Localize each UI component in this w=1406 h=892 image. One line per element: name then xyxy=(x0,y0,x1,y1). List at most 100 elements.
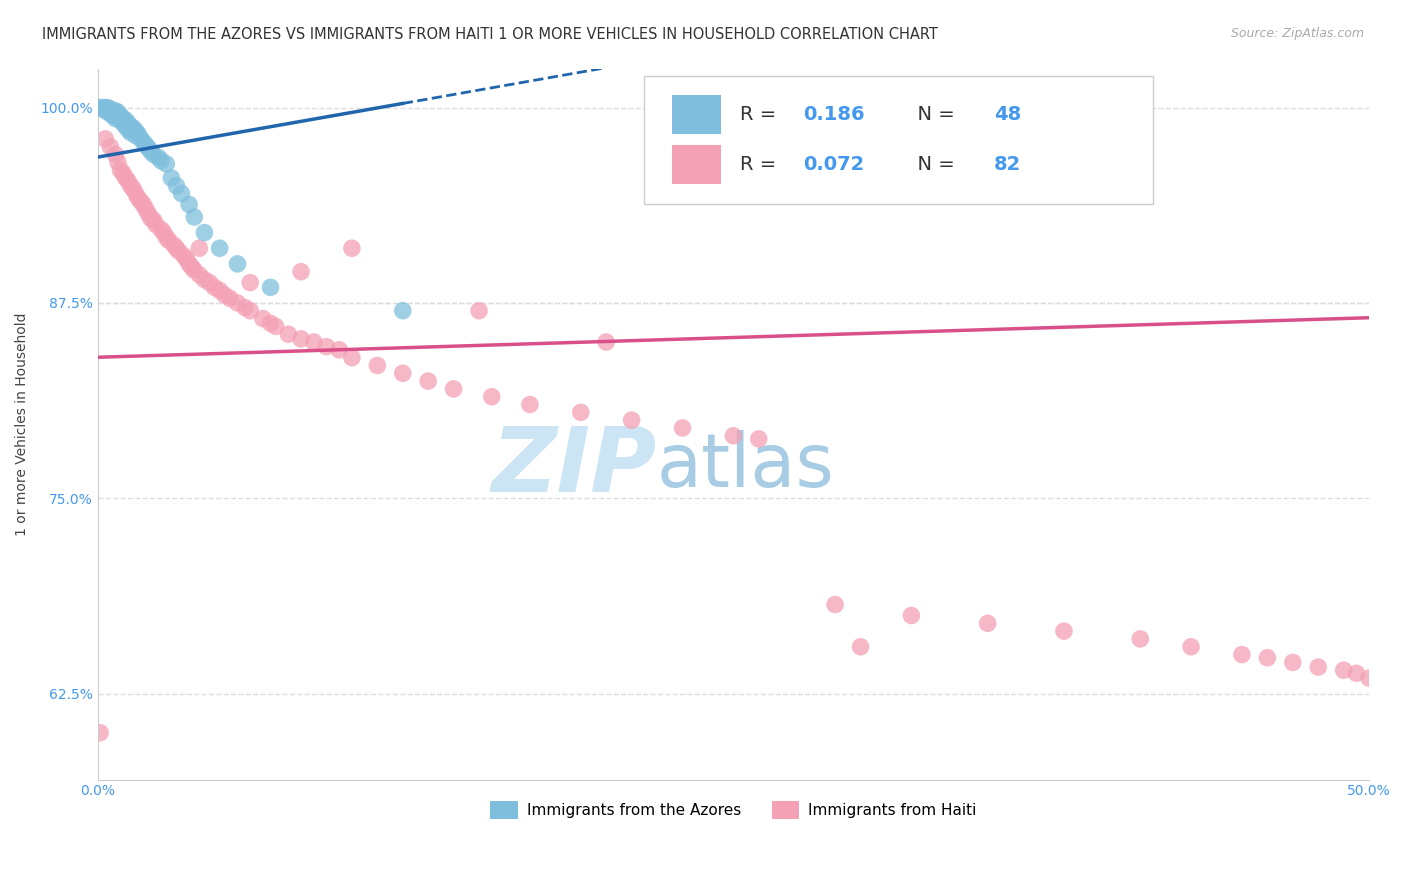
Point xyxy=(193,272,215,286)
Point xyxy=(208,241,231,255)
Point xyxy=(135,138,157,153)
Text: R =: R = xyxy=(740,155,782,174)
Point xyxy=(127,127,149,141)
Point xyxy=(824,598,846,612)
Point xyxy=(204,280,226,294)
Point xyxy=(107,110,129,124)
Text: R =: R = xyxy=(740,105,782,124)
Point xyxy=(519,398,541,412)
Point xyxy=(101,108,124,122)
Point xyxy=(179,197,201,211)
Point xyxy=(125,128,148,143)
Point xyxy=(259,316,281,330)
Point xyxy=(302,334,325,349)
Point xyxy=(188,268,211,282)
Point xyxy=(155,230,177,244)
Point xyxy=(226,257,249,271)
Point xyxy=(340,241,363,255)
Point xyxy=(94,103,117,118)
Point xyxy=(239,276,262,290)
Text: Source: ZipAtlas.com: Source: ZipAtlas.com xyxy=(1230,27,1364,40)
Point xyxy=(569,405,592,419)
Point xyxy=(112,166,135,180)
Point xyxy=(122,120,145,135)
Point xyxy=(138,207,160,221)
Point xyxy=(112,112,135,126)
Point xyxy=(620,413,643,427)
Point xyxy=(183,210,205,224)
Point xyxy=(180,260,202,274)
Point xyxy=(290,332,312,346)
Text: 0.186: 0.186 xyxy=(803,105,865,124)
Point xyxy=(976,616,998,631)
Point xyxy=(117,174,139,188)
Point xyxy=(748,432,770,446)
Point xyxy=(418,374,440,388)
Point xyxy=(129,194,152,209)
Point xyxy=(98,139,121,153)
Point xyxy=(239,303,262,318)
Point xyxy=(179,257,201,271)
Point xyxy=(328,343,350,357)
Point xyxy=(117,122,139,136)
Point xyxy=(1180,640,1202,654)
Point xyxy=(110,113,132,128)
Point xyxy=(167,244,190,259)
Point xyxy=(142,147,165,161)
Point xyxy=(132,197,155,211)
Point xyxy=(104,103,127,118)
Point xyxy=(145,218,167,232)
Point xyxy=(104,107,127,121)
Point xyxy=(1230,648,1253,662)
Point xyxy=(114,170,136,185)
Legend: Immigrants from the Azores, Immigrants from Haiti: Immigrants from the Azores, Immigrants f… xyxy=(484,795,983,825)
Point xyxy=(481,390,503,404)
Text: 82: 82 xyxy=(994,155,1021,174)
Point xyxy=(176,252,198,267)
Text: N =: N = xyxy=(905,155,962,174)
Point xyxy=(107,105,129,120)
Point xyxy=(148,151,170,165)
Point xyxy=(101,105,124,120)
Point xyxy=(107,155,129,169)
Point xyxy=(1256,650,1278,665)
Point xyxy=(315,340,337,354)
FancyBboxPatch shape xyxy=(672,145,721,185)
Point xyxy=(155,157,177,171)
Point xyxy=(98,107,121,121)
Point xyxy=(139,145,162,159)
Point xyxy=(226,296,249,310)
Point xyxy=(120,120,142,134)
Point xyxy=(900,608,922,623)
Point xyxy=(208,284,231,298)
Text: N =: N = xyxy=(905,105,962,124)
Point xyxy=(198,276,221,290)
Point xyxy=(157,234,180,248)
Point xyxy=(340,351,363,365)
Point xyxy=(89,725,111,739)
Text: 0.072: 0.072 xyxy=(803,155,865,174)
Text: atlas: atlas xyxy=(657,430,835,503)
Point xyxy=(193,226,215,240)
Point xyxy=(1129,632,1152,646)
Point xyxy=(98,102,121,116)
Point xyxy=(89,101,111,115)
Point xyxy=(104,112,127,126)
Point xyxy=(277,327,299,342)
Point xyxy=(391,303,413,318)
Point xyxy=(104,147,127,161)
Point xyxy=(163,238,186,252)
Point xyxy=(142,213,165,227)
Point xyxy=(114,120,136,134)
Point xyxy=(150,222,173,236)
Point xyxy=(183,263,205,277)
Text: ZIP: ZIP xyxy=(492,423,657,511)
Point xyxy=(110,163,132,178)
Point xyxy=(122,182,145,196)
Point xyxy=(170,186,193,201)
Point xyxy=(1282,656,1305,670)
Text: IMMIGRANTS FROM THE AZORES VS IMMIGRANTS FROM HAITI 1 OR MORE VEHICLES IN HOUSEH: IMMIGRANTS FROM THE AZORES VS IMMIGRANTS… xyxy=(42,27,938,42)
Point xyxy=(94,101,117,115)
Point xyxy=(165,178,187,193)
Point xyxy=(135,202,157,217)
